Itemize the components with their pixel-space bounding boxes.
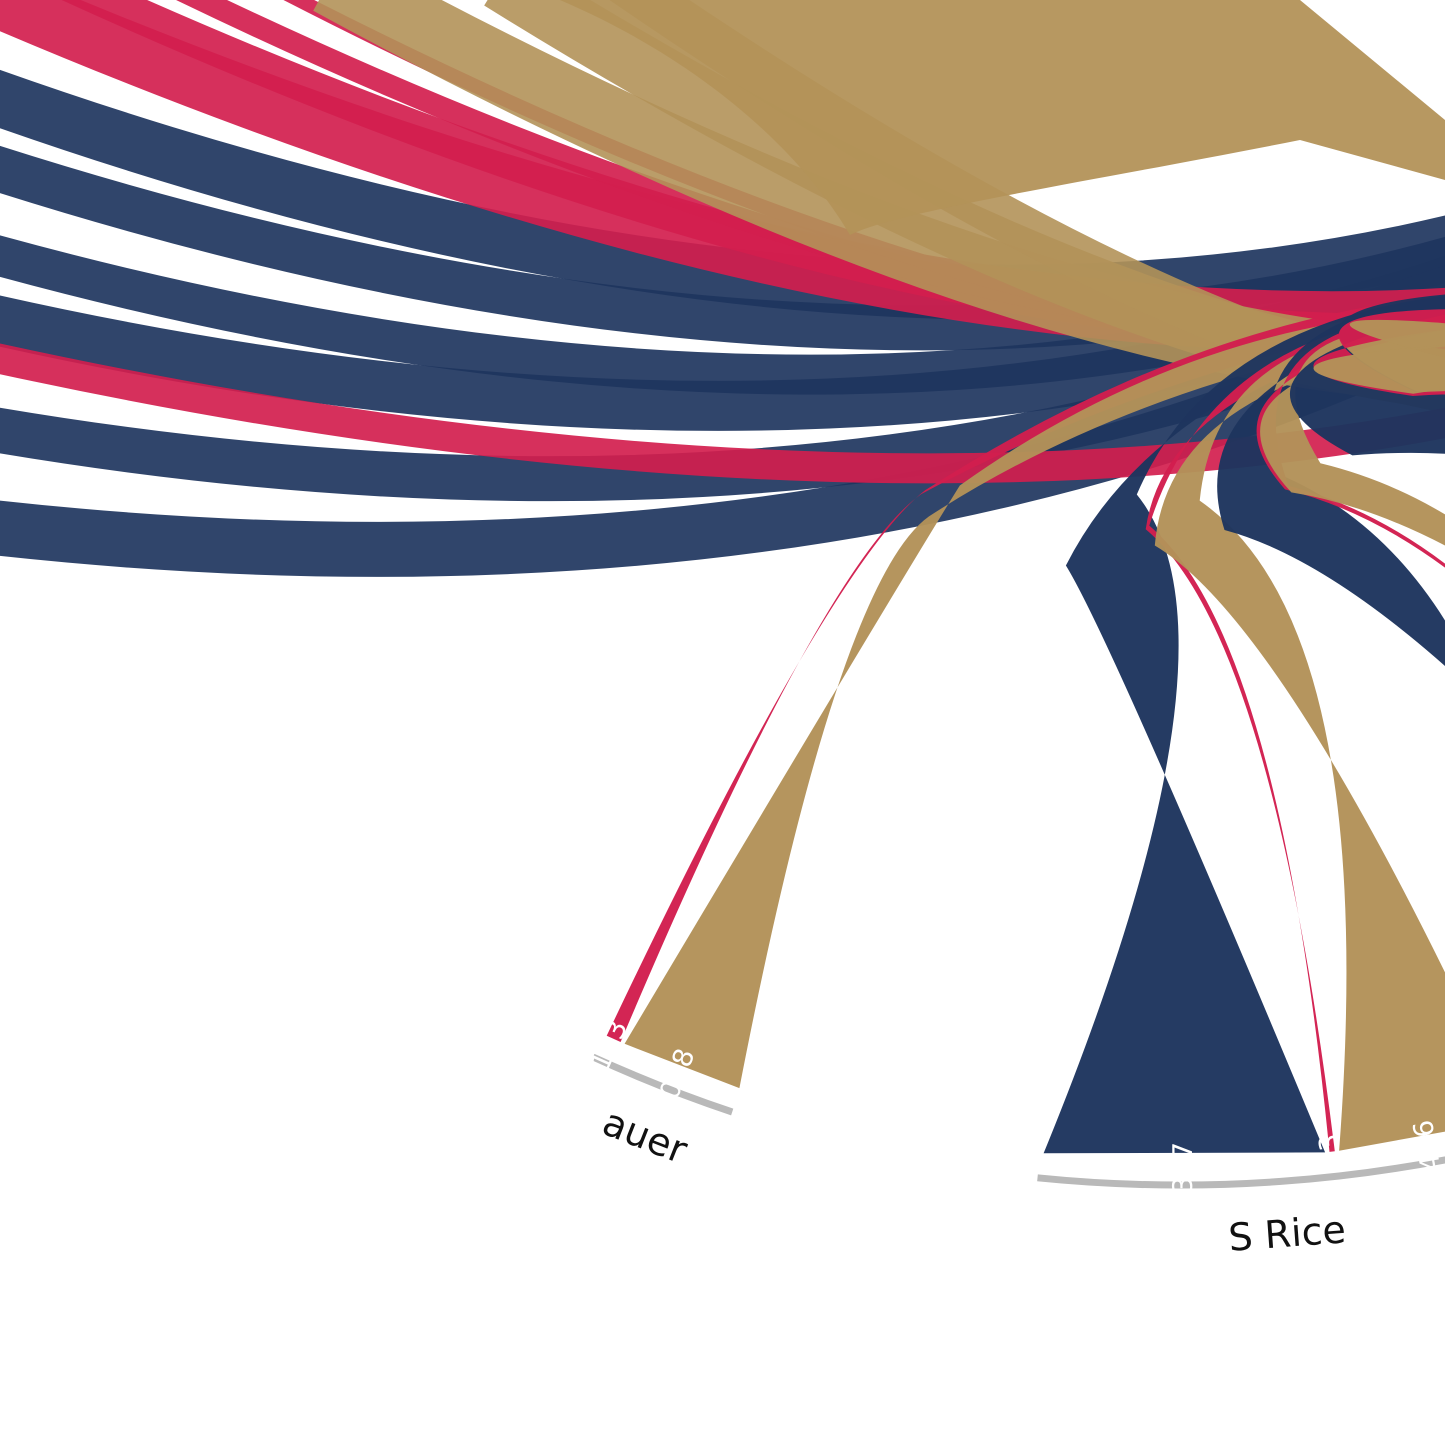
gold-wedge-ribbon — [560, 0, 1445, 235]
segment-value-label: 1,466 — [1408, 1117, 1445, 1199]
segment-value-label: 33 — [1314, 1132, 1349, 1170]
group-arcs-layer — [591, 1053, 1445, 1189]
segment-value-label: 2,307 — [1168, 1142, 1199, 1219]
ribbons-layer — [0, 0, 1445, 1154]
ribbon-bauer-1 — [624, 310, 1445, 1089]
group-arc-s-rice — [1037, 1156, 1445, 1189]
ribbon-m-vernon-0 — [1217, 295, 1445, 667]
ribbon-s-rice-0 — [1043, 295, 1445, 1154]
ribbon-s-rice-2 — [1154, 326, 1445, 1151]
ribbon-j-j-2 — [1313, 319, 1445, 394]
group-arc-bauer — [591, 1053, 734, 1116]
group-name-label: S Rice — [1227, 1207, 1347, 1259]
ribbon-m-vernon-2 — [1260, 325, 1445, 546]
